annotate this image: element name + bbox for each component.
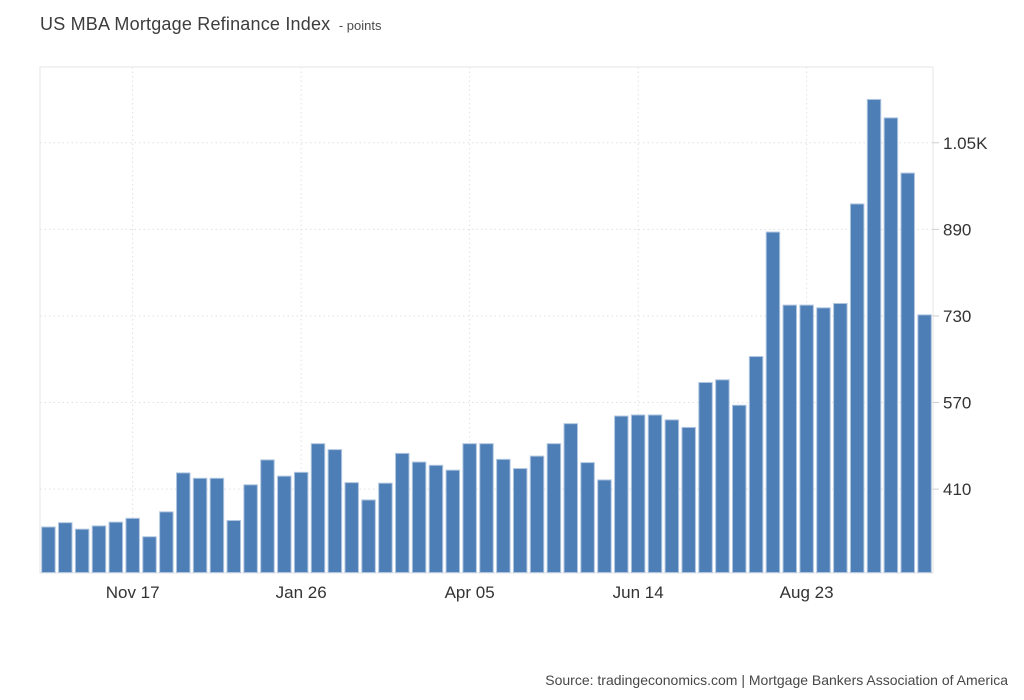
bar[interactable] [630, 414, 646, 574]
y-axis-tick-label: 1.05K [943, 134, 988, 153]
bar[interactable] [445, 469, 461, 573]
bar[interactable] [175, 472, 191, 574]
y-axis-tick-label: 410 [943, 480, 971, 499]
x-axis-tick-label: Jan 26 [276, 583, 327, 602]
source-attribution: Source: tradingeconomics.com | Mortgage … [545, 672, 1008, 688]
bar[interactable] [563, 423, 578, 574]
bar[interactable] [41, 526, 56, 573]
x-axis-tick-label: Apr 05 [445, 583, 495, 602]
bar[interactable] [664, 419, 680, 573]
bar[interactable] [512, 468, 528, 573]
y-axis-tick-label: 730 [943, 307, 971, 326]
bar[interactable] [681, 426, 696, 574]
bar[interactable] [209, 477, 225, 574]
bar[interactable] [833, 302, 848, 573]
bar[interactable] [327, 449, 343, 573]
bar[interactable] [411, 461, 427, 573]
bar[interactable] [597, 479, 612, 574]
x-axis-tick-label: Aug 23 [780, 583, 834, 602]
bar[interactable] [765, 231, 781, 573]
x-axis-tick-label: Jun 14 [613, 583, 664, 602]
bar[interactable] [496, 458, 511, 574]
bar[interactable] [159, 511, 174, 574]
bar[interactable] [58, 522, 73, 573]
bar[interactable] [580, 462, 595, 574]
bar[interactable] [192, 477, 208, 574]
bar[interactable] [883, 117, 899, 574]
bar[interactable] [142, 536, 157, 573]
bar[interactable] [243, 484, 258, 574]
bar[interactable] [293, 471, 309, 573]
bar[interactable] [799, 304, 814, 573]
chart-title: US MBA Mortgage Refinance Index [40, 14, 331, 34]
bar[interactable] [917, 314, 932, 573]
bar[interactable] [361, 499, 376, 573]
bar[interactable] [816, 307, 831, 573]
bar[interactable] [310, 443, 326, 573]
bar[interactable] [108, 521, 124, 574]
bar[interactable] [715, 379, 730, 573]
bar[interactable] [698, 382, 713, 574]
y-axis-tick-label: 890 [943, 220, 971, 239]
bar[interactable] [260, 459, 275, 574]
bar[interactable] [479, 443, 494, 573]
chart-header: US MBA Mortgage Refinance Index - points [40, 14, 381, 35]
bar[interactable] [782, 304, 798, 573]
bar[interactable] [277, 475, 292, 574]
bar[interactable] [344, 482, 359, 573]
chart-units-label: - points [338, 18, 382, 33]
bar[interactable] [614, 415, 629, 573]
x-axis-tick-label: Nov 17 [106, 583, 160, 602]
bar[interactable] [866, 98, 882, 573]
bar[interactable] [732, 404, 747, 573]
bar[interactable] [462, 443, 477, 573]
bar[interactable] [647, 414, 663, 574]
bar[interactable] [529, 455, 545, 573]
bar[interactable] [226, 520, 242, 574]
bar[interactable] [428, 464, 444, 573]
bar[interactable] [378, 482, 393, 573]
bar[interactable] [74, 528, 90, 573]
bar[interactable] [849, 203, 865, 573]
y-axis-tick-label: 570 [943, 394, 971, 413]
bar[interactable] [395, 452, 410, 573]
bar[interactable] [125, 517, 140, 574]
bar[interactable] [900, 172, 915, 573]
bar[interactable] [748, 356, 764, 573]
bar[interactable] [546, 443, 562, 573]
bar[interactable] [91, 525, 107, 573]
